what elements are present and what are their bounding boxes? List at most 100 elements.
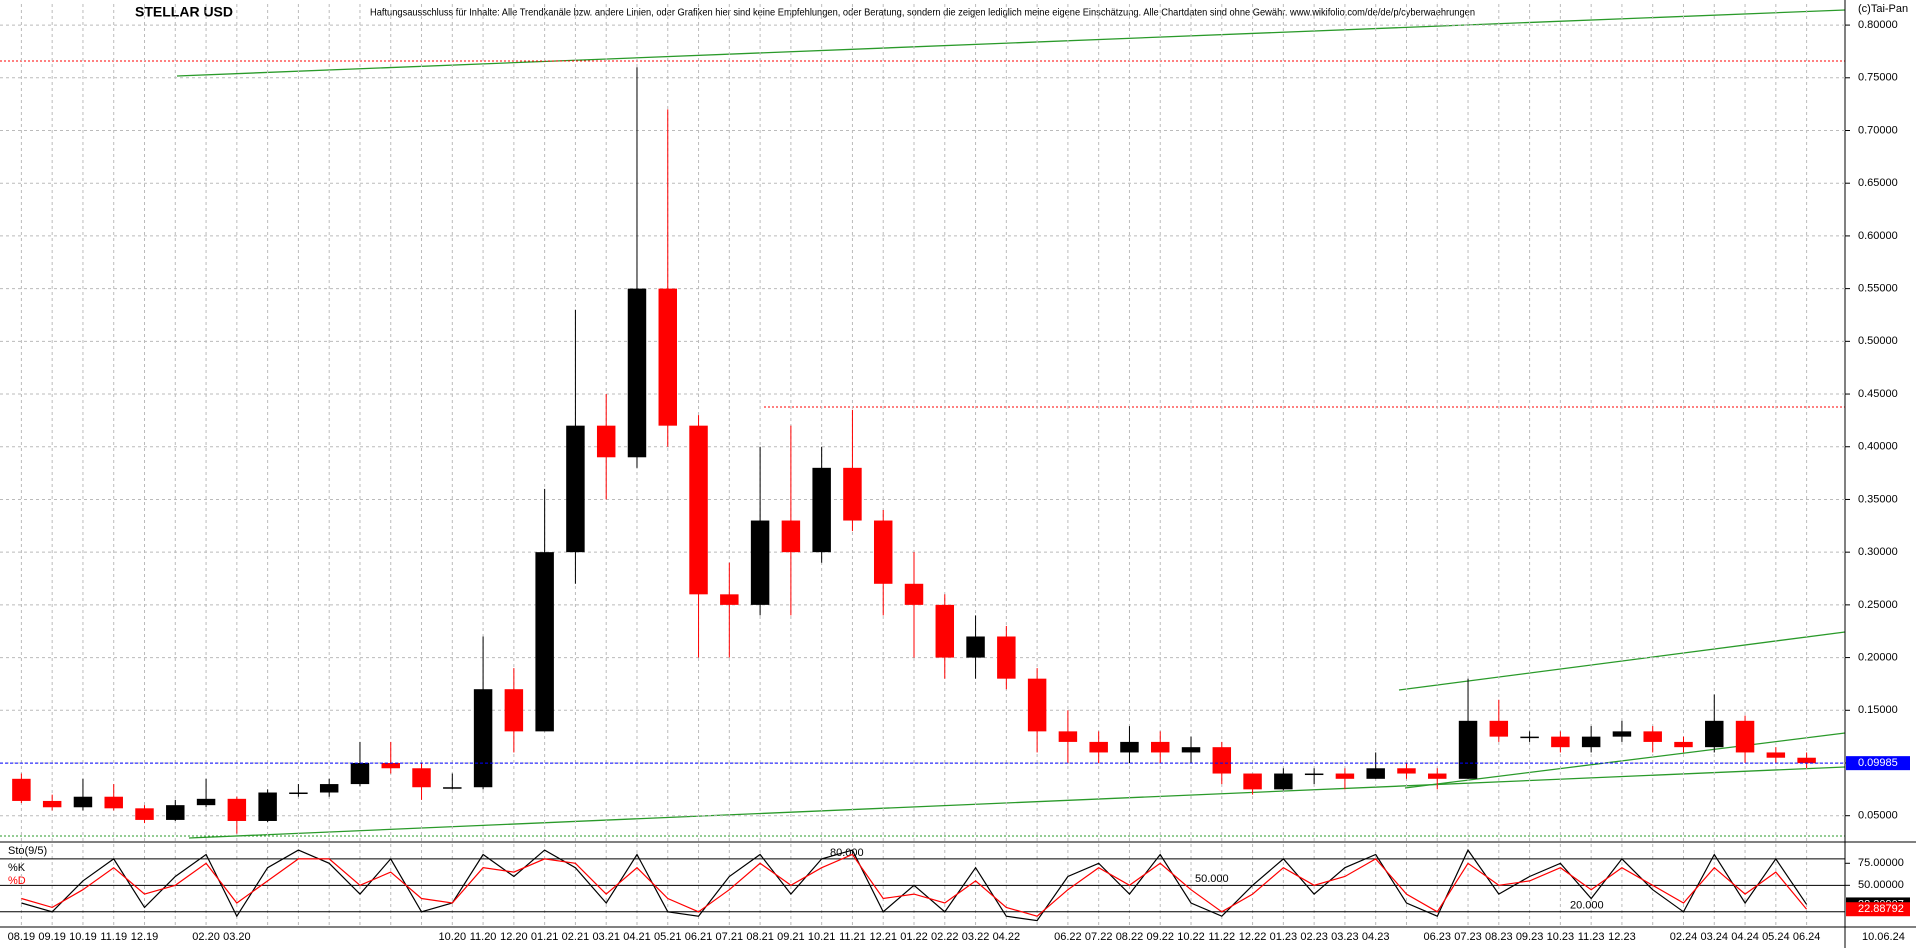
candle-body [1643,731,1662,742]
candle-body [1551,736,1570,748]
candle-body [781,520,801,553]
x-tick-label: 10.23 [1547,931,1575,943]
trend-line [176,9,1846,77]
x-tick-label: 09.21 [777,931,805,943]
candle-body [997,636,1016,679]
candle-body [12,778,31,801]
x-tick-label: 05.24 [1762,931,1790,943]
x-tick-label: 03.22 [962,931,990,943]
x-tick-label: 12.23 [1608,931,1636,943]
x-tick-label: 04.22 [993,931,1021,943]
x-tick-label: 06.22 [1054,931,1082,943]
candle-body [1581,736,1601,748]
candle-body [1705,720,1724,748]
candle-body [1335,773,1355,779]
indicator-title: Sto(9/5) [8,845,47,857]
x-tick-label: 09.22 [1146,931,1174,943]
y-tick-label: 0.75000 [1858,72,1898,84]
chart-title: STELLAR USD [135,4,233,20]
y-tick-label: 75.00000 [1858,857,1904,869]
candle-body [1428,773,1447,779]
candle-body [1735,720,1755,753]
x-tick-label: 08.23 [1485,931,1513,943]
trend-line [188,766,1846,839]
candle-body [750,520,770,605]
y-tick-label: 0.15000 [1858,704,1898,716]
x-tick-label: 06.21 [685,931,713,943]
x-tick-label: 04.23 [1362,931,1390,943]
x-tick-label: 11.22 [1208,931,1235,943]
candle-body [104,796,123,809]
legend-label: %K [8,862,26,874]
x-tick-label: 10.22 [1177,931,1205,943]
candle-body [1489,720,1509,737]
candle-body [535,552,554,732]
last-value-box [1846,902,1910,917]
candle-body [381,762,400,769]
x-tick-label: 02.21 [562,931,590,943]
candle-body [812,467,831,553]
x-tick-label: 01.21 [531,931,559,943]
candle-body [504,689,524,732]
y-tick-label: 0.30000 [1858,546,1898,558]
level-label: 50.000 [1195,873,1229,885]
y-tick-label: 0.45000 [1858,388,1898,400]
candle-body [319,784,339,793]
x-tick-label: 02.24 [1670,931,1698,943]
x-tick-label: 03.20 [223,931,251,943]
y-tick-label: 0.35000 [1858,493,1898,505]
candle-body [658,288,677,426]
x-tick-label: 08.21 [746,931,774,943]
x-tick-label: 12.20 [500,931,528,943]
candle-body [1397,768,1416,774]
credit: (c)Tai-Pan [1858,3,1908,15]
x-tick-label: 06.24 [1793,931,1821,943]
candle-body [166,805,185,820]
candle-body [1120,741,1139,753]
x-tick-label: 12.19 [131,931,159,943]
candle-body [443,787,462,789]
x-tick-label: 09.23 [1516,931,1544,943]
y-tick-label: 0.20000 [1858,651,1898,663]
disclaimer: Haftungsausschluss für Inhalte: Alle Tre… [370,8,1475,19]
candle-body [1458,720,1478,779]
candle-body [935,604,955,658]
x-tick-label: 03.24 [1701,931,1729,943]
level-label: 20.000 [1570,900,1604,912]
x-tick-label: 01.23 [1270,931,1298,943]
y-tick-label: 0.25000 [1858,599,1898,611]
candle-body [904,583,924,605]
x-tick-label: 02.23 [1300,931,1328,943]
x-tick-label: 10.20 [439,931,467,943]
x-tick-label: 06.23 [1423,931,1451,943]
trend-line [1404,732,1846,789]
candle-body [1366,768,1385,779]
candle-body [966,636,985,658]
candle-body [1674,741,1693,748]
indicator-line [21,853,1808,917]
x-tick-label: 08.19 [8,931,36,943]
candle-body [873,520,893,584]
x-tick-label: 05.21 [654,931,682,943]
y-tick-label: 50.00000 [1858,879,1904,891]
candle-body [135,808,154,820]
candle-body [1304,773,1324,776]
x-tick-label: 04.24 [1731,931,1759,943]
candle-body [1243,773,1262,790]
x-tick-label: 08.22 [1116,931,1144,943]
x-tick-label: 07.22 [1085,931,1113,943]
candle-body [1766,752,1786,758]
candle-body [596,425,616,458]
candle-body [73,796,93,808]
last-price-label: 0.09985 [1858,757,1898,769]
y-tick-label: 0.60000 [1858,230,1898,242]
candle-body [42,800,62,808]
x-tick-label: 02.20 [192,931,220,943]
candle-body [1274,773,1293,790]
candle-body [566,425,585,553]
candle-body [196,798,216,806]
candle-body [1181,747,1201,753]
